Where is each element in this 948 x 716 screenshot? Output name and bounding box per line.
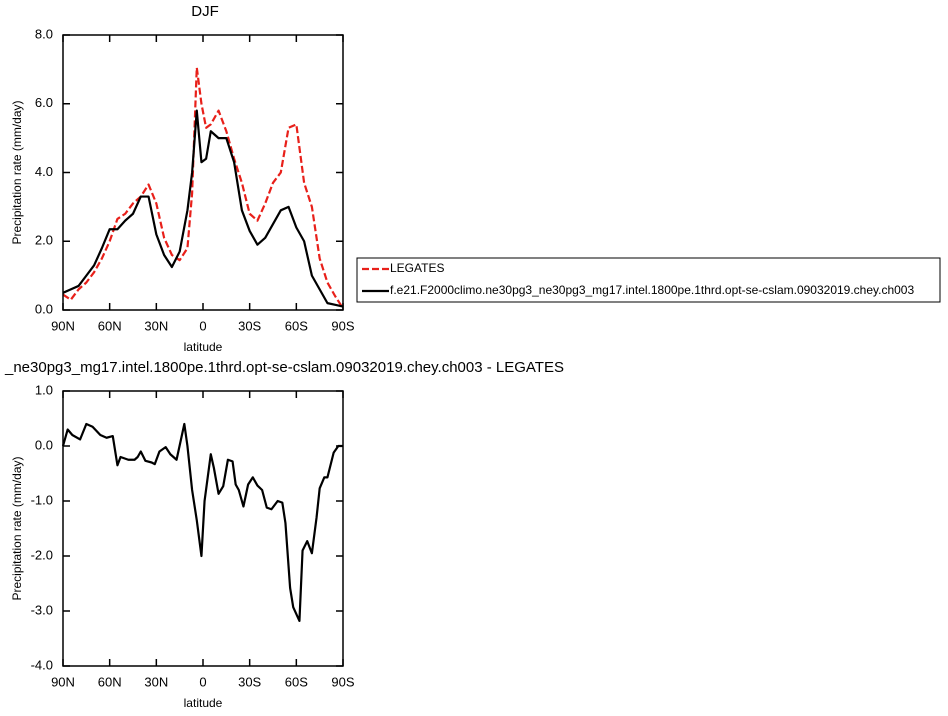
x-tick-label: 60S [285,674,308,689]
x-tick-label: 0 [199,318,206,333]
x-axis-label: latitude [184,340,223,354]
y-tick-label: 0.0 [35,301,53,316]
data-line [62,109,344,308]
x-axis-label: latitude [184,696,223,710]
data-line [61,422,343,622]
y-tick-label: 0.0 [35,437,53,452]
y-axis-label: Precipitation rate (mm/day) [10,456,24,600]
x-tick-label: 90N [51,674,75,689]
y-tick-label: 6.0 [35,95,53,110]
data-line [62,66,344,309]
chart-title: DJF [191,3,219,20]
y-tick-label: -3.0 [31,602,53,617]
x-tick-label: 90S [331,674,354,689]
y-tick-label: -2.0 [31,547,53,562]
x-tick-label: 30N [144,674,168,689]
x-tick-label: 30S [238,674,261,689]
x-tick-label: 30S [238,318,261,333]
x-tick-label: 60S [285,318,308,333]
y-tick-label: 4.0 [35,164,53,179]
y-tick-label: 1.0 [35,382,53,397]
plot-frame [62,34,344,311]
y-tick-label: 2.0 [35,233,53,248]
legend-box [356,257,941,303]
plot-frame [62,390,344,667]
legend-label: f.e21.F2000climo.ne30pg3_ne30pg3_mg17.in… [390,283,914,297]
x-tick-label: 0 [199,674,206,689]
x-tick-label: 30N [144,318,168,333]
y-axis-label: Precipitation rate (mm/day) [10,100,24,244]
y-tick-label: -1.0 [31,492,53,507]
x-tick-label: 90S [331,318,354,333]
legend-label: LEGATES [390,261,444,275]
x-tick-label: 90N [51,318,75,333]
x-tick-label: 60N [98,318,122,333]
chart-title: _ne30pg3_mg17.intel.1800pe.1thrd.opt-se-… [4,359,564,376]
y-tick-label: 8.0 [35,26,53,41]
x-tick-label: 60N [98,674,122,689]
y-tick-label: -4.0 [31,657,53,672]
